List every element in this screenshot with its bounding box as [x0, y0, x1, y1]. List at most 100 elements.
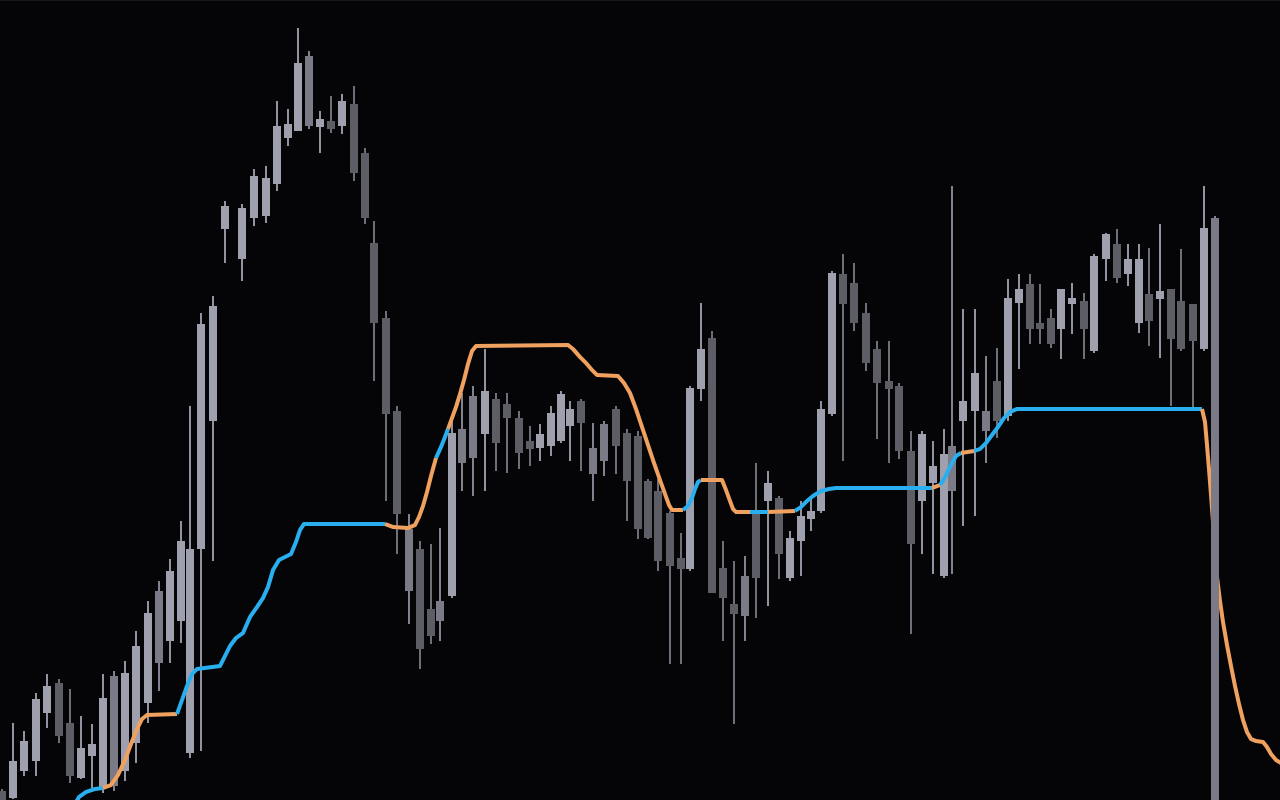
candle-body	[66, 723, 74, 776]
candle-body	[1145, 294, 1153, 321]
indicator-segment-blue	[973, 407, 1202, 453]
indicator-segment-blue	[434, 428, 450, 459]
candle-body	[786, 538, 794, 578]
indicator-segment-orange	[931, 483, 941, 490]
candle-body	[284, 124, 292, 138]
candle-body	[839, 274, 847, 304]
candle-body	[166, 571, 174, 641]
candle-body	[600, 424, 608, 461]
candle-body	[209, 306, 217, 421]
candle-body	[817, 409, 825, 511]
candle-body	[370, 243, 378, 323]
candle-body	[730, 604, 738, 614]
candle-body	[719, 568, 727, 598]
candle-body	[132, 646, 140, 743]
candle-body	[1124, 259, 1132, 274]
candle-body	[1135, 259, 1143, 323]
candle-body	[338, 101, 346, 126]
candle-body	[547, 413, 555, 446]
indicator-segment-blue	[793, 486, 932, 513]
indicator-segment-orange	[384, 457, 438, 530]
candle-body	[862, 313, 870, 363]
candle-body	[1189, 304, 1197, 341]
candle-body	[873, 349, 881, 383]
candle-body	[697, 349, 705, 389]
indicator-segment-orange	[1200, 408, 1280, 765]
candle-body	[121, 673, 129, 771]
candle-body	[316, 119, 324, 127]
candle-body	[144, 613, 152, 703]
candle-body	[250, 176, 258, 218]
candle-body	[577, 401, 585, 423]
candle-body	[238, 208, 246, 259]
candle-body	[294, 63, 302, 131]
candle-body	[458, 429, 466, 463]
candle-body	[481, 391, 489, 434]
candle-body	[623, 433, 631, 481]
candle-body	[1026, 284, 1034, 329]
indicator-segment-blue	[681, 478, 703, 512]
candle-body	[43, 686, 51, 713]
candle-body	[644, 481, 652, 538]
candle-body	[612, 409, 620, 446]
candle-body	[197, 324, 205, 549]
candle-body	[828, 273, 836, 414]
candle-body	[885, 381, 893, 389]
candle-body	[77, 748, 85, 778]
indicator-segment-orange	[446, 343, 683, 512]
candle-body	[416, 549, 424, 649]
candle-body	[807, 511, 815, 519]
candle-body	[492, 399, 500, 443]
indicator-segment-blue	[938, 451, 963, 487]
candle-body	[1057, 289, 1065, 329]
indicator-segment-blue	[175, 522, 385, 715]
candle-body	[503, 404, 511, 418]
candle-body	[959, 401, 967, 421]
candle-body	[515, 418, 523, 453]
candle-body	[907, 451, 915, 544]
candle-body	[589, 448, 597, 474]
candle-body	[427, 609, 435, 636]
candle-body	[382, 318, 390, 414]
indicator-segment-orange	[960, 449, 975, 455]
candle-body	[327, 121, 335, 129]
candle-body	[405, 529, 413, 591]
candle-body	[708, 338, 716, 593]
candle-body	[948, 446, 956, 491]
candle-body	[741, 576, 749, 616]
indicator-segment-orange	[102, 712, 178, 790]
candle-body	[32, 699, 40, 761]
candle-body	[155, 591, 163, 663]
candle-body	[536, 434, 544, 448]
candle-body	[1080, 301, 1088, 329]
candle-body	[1102, 234, 1110, 259]
candle-body	[895, 386, 903, 451]
candle-body	[469, 396, 477, 458]
candle-body	[1167, 289, 1175, 339]
candle-body	[686, 388, 694, 569]
candle-body	[393, 411, 401, 514]
candle-body	[971, 373, 979, 411]
candle-body	[262, 178, 270, 216]
candle-body	[929, 466, 937, 483]
indicator-line-layer	[74, 343, 1280, 800]
foreground-candles-layer	[1211, 216, 1219, 800]
candle-body	[9, 761, 17, 798]
candle-body	[1068, 298, 1076, 304]
candle-body	[634, 436, 642, 529]
candle-body	[448, 433, 456, 596]
candle-body	[1177, 301, 1185, 349]
candle-body	[557, 394, 565, 441]
candle-body	[88, 744, 96, 756]
candle-body	[752, 511, 760, 578]
indicator-segment-blue	[74, 786, 104, 800]
candle-body	[1090, 256, 1098, 351]
candle-body	[1036, 323, 1044, 329]
candle-body	[797, 516, 805, 541]
candle-body	[1047, 318, 1055, 344]
candle-body	[654, 491, 662, 561]
indicator-segment-orange	[701, 478, 750, 514]
candle-body	[1004, 298, 1012, 416]
